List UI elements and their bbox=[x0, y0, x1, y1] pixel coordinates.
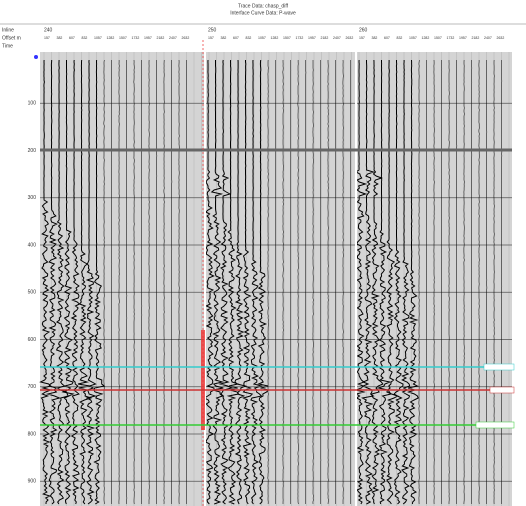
offset-label: 1507 bbox=[434, 36, 442, 40]
time-label: 800 bbox=[28, 431, 37, 437]
offset-label: 382 bbox=[221, 36, 227, 40]
offset-label: 1507 bbox=[283, 36, 291, 40]
offset-label: 2182 bbox=[321, 36, 329, 40]
offset-label: 2407 bbox=[333, 36, 341, 40]
time-label: 700 bbox=[28, 384, 37, 390]
offset-label: 2182 bbox=[157, 36, 165, 40]
offset-label: 1957 bbox=[459, 36, 467, 40]
offset-label: 607 bbox=[233, 36, 239, 40]
offset-label: 382 bbox=[372, 36, 378, 40]
cursor-marker bbox=[201, 330, 205, 430]
horizon-tag bbox=[476, 422, 514, 428]
horizon-tag bbox=[484, 364, 514, 370]
offset-label: 1732 bbox=[296, 36, 304, 40]
offset-label: 157 bbox=[208, 36, 214, 40]
seismic-viewer: Trace Data: chasp_diff Interface Curve D… bbox=[0, 0, 526, 506]
offset-label: 832 bbox=[82, 36, 88, 40]
origin-marker bbox=[34, 55, 38, 59]
offset-label: 1732 bbox=[132, 36, 140, 40]
inline-label: 260 bbox=[359, 27, 368, 33]
offset-label: 2632 bbox=[497, 36, 505, 40]
offset-label: 832 bbox=[246, 36, 252, 40]
offset-label: 1282 bbox=[422, 36, 430, 40]
row-label: Offset m bbox=[2, 35, 21, 41]
time-label: 500 bbox=[28, 290, 37, 296]
inline-label: 250 bbox=[208, 27, 217, 33]
offset-label: 2632 bbox=[182, 36, 190, 40]
wiggle bbox=[464, 60, 465, 504]
offset-label: 2632 bbox=[346, 36, 354, 40]
time-label: 600 bbox=[28, 337, 37, 343]
offset-label: 1282 bbox=[271, 36, 279, 40]
time-label: 900 bbox=[28, 479, 37, 485]
row-label: Inline bbox=[2, 27, 14, 33]
time-label: 200 bbox=[28, 148, 37, 154]
offset-label: 607 bbox=[384, 36, 390, 40]
offset-label: 2407 bbox=[484, 36, 492, 40]
row-label: Time bbox=[2, 43, 13, 49]
offset-label: 2182 bbox=[472, 36, 480, 40]
offset-label: 1957 bbox=[308, 36, 316, 40]
offset-label: 1507 bbox=[119, 36, 127, 40]
offset-label: 157 bbox=[359, 36, 365, 40]
horizon-tag bbox=[490, 387, 514, 393]
time-label: 300 bbox=[28, 195, 37, 201]
offset-label: 1057 bbox=[94, 36, 102, 40]
offset-label: 382 bbox=[57, 36, 63, 40]
offset-label: 1057 bbox=[409, 36, 417, 40]
offset-label: 832 bbox=[397, 36, 403, 40]
subtitle: Interface Curve Data: P-wave bbox=[230, 10, 296, 16]
inline-label: 240 bbox=[44, 27, 53, 33]
offset-label: 2407 bbox=[169, 36, 177, 40]
wiggle bbox=[111, 60, 112, 504]
offset-label: 607 bbox=[69, 36, 75, 40]
title: Trace Data: chasp_diff bbox=[238, 3, 289, 9]
offset-label: 1282 bbox=[107, 36, 115, 40]
offset-label: 157 bbox=[44, 36, 50, 40]
offset-label: 1957 bbox=[144, 36, 152, 40]
time-label: 100 bbox=[28, 101, 37, 107]
offset-label: 1732 bbox=[447, 36, 455, 40]
time-label: 400 bbox=[28, 242, 37, 248]
offset-label: 1057 bbox=[258, 36, 266, 40]
